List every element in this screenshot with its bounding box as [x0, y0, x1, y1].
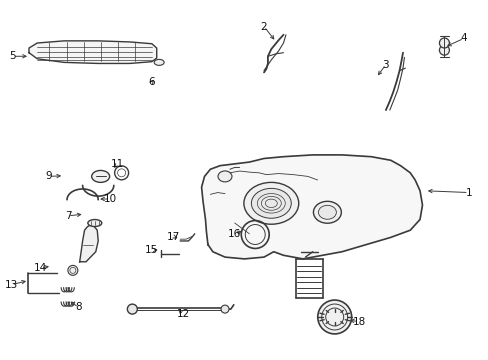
Ellipse shape	[318, 205, 336, 219]
Text: 18: 18	[352, 317, 365, 327]
Text: 13: 13	[5, 280, 18, 290]
Ellipse shape	[154, 59, 164, 66]
Circle shape	[439, 38, 448, 48]
Circle shape	[317, 300, 351, 334]
Text: 16: 16	[228, 229, 241, 239]
Text: 4: 4	[460, 33, 466, 43]
Ellipse shape	[91, 170, 109, 183]
Text: 17: 17	[167, 232, 180, 242]
Text: 9: 9	[45, 171, 52, 181]
Text: 7: 7	[64, 211, 71, 221]
Text: 14: 14	[34, 263, 47, 273]
Text: 3: 3	[382, 59, 388, 69]
Circle shape	[221, 305, 228, 313]
Text: 6: 6	[148, 77, 155, 87]
Polygon shape	[29, 41, 157, 63]
Text: 8: 8	[75, 302, 82, 312]
Ellipse shape	[251, 188, 291, 218]
Text: 12: 12	[177, 310, 190, 319]
Polygon shape	[80, 225, 98, 262]
Text: 15: 15	[145, 245, 158, 255]
Circle shape	[439, 45, 448, 55]
Ellipse shape	[218, 171, 231, 182]
Ellipse shape	[244, 183, 298, 224]
Circle shape	[127, 304, 137, 314]
Text: 10: 10	[103, 194, 117, 204]
Text: 2: 2	[260, 22, 267, 32]
Polygon shape	[201, 155, 422, 259]
Ellipse shape	[313, 201, 341, 223]
Text: 5: 5	[10, 51, 16, 61]
Ellipse shape	[88, 220, 102, 226]
Text: 11: 11	[111, 159, 124, 169]
Text: 1: 1	[465, 188, 471, 198]
Circle shape	[68, 265, 78, 275]
